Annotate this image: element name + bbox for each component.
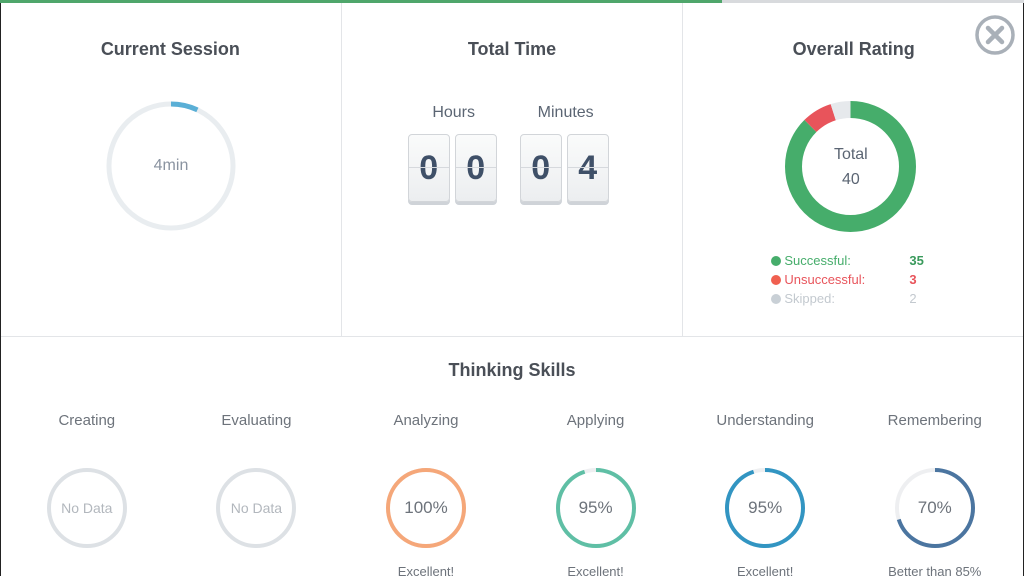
progress-fill (0, 0, 722, 3)
skill-name: Remembering (887, 412, 982, 429)
skill-name: Analyzing (393, 412, 459, 429)
rating-legend: Successful: 35 Unsuccessful: 3 Skipped: … (771, 251, 931, 308)
skill-value: 100% (404, 498, 448, 517)
skill-value: No Data (230, 500, 283, 516)
skill-value: 95% (748, 498, 783, 517)
hours-flip-counter: 0 0 (407, 134, 497, 202)
skill-value: 70% (917, 498, 952, 517)
successful-dot-icon (771, 255, 782, 266)
legend-row-skipped: Skipped: 2 (771, 289, 931, 308)
skill-value: 95% (578, 498, 613, 517)
donut-total-value: 40 (841, 170, 860, 188)
progress-strip (0, 0, 1024, 3)
skill-note: Excellent! (736, 564, 794, 576)
total-time-title: Total Time (467, 39, 557, 59)
skill-ring: 95% (724, 467, 806, 549)
legend-value-unsuccessful: 3 (909, 272, 917, 287)
skill-analyzing: Analyzing 100% Excellent! (341, 405, 511, 576)
skill-evaluating: Evaluating No Data (172, 405, 342, 576)
legend-label-skipped: Skipped: (784, 291, 835, 306)
skill-ring: No Data (215, 467, 297, 549)
session-duration: 4min (153, 157, 189, 174)
skill-name: Evaluating (221, 412, 292, 429)
skill-ring: No Data (46, 467, 128, 549)
skill-ring: 95% (555, 467, 637, 549)
session-ring: 4min (105, 100, 237, 232)
rating-donut-chart (785, 101, 917, 232)
legend-row-successful: Successful: 35 (771, 251, 931, 270)
hours-label: Hours (432, 104, 476, 121)
skill-note: Excellent! (567, 564, 624, 576)
skill-ring: 100% (385, 467, 467, 549)
thinking-skills-row: Creating No Data Evaluating No Data Anal… (0, 405, 1024, 576)
skill-name: Understanding (716, 412, 814, 429)
hours-digit-ones: 0 (454, 134, 497, 202)
legend-row-unsuccessful: Unsuccessful: 3 (771, 270, 931, 289)
current-session-title: Current Session (100, 39, 240, 59)
skill-note: Better than 85% (888, 564, 982, 576)
overall-rating-panel: Overall Rating Total 40 Successful: 35 U… (683, 3, 1024, 336)
current-session-panel: Current Session 4min (0, 3, 342, 336)
unsuccessful-dot-icon (771, 274, 782, 285)
skill-ring: 70% (894, 467, 976, 549)
total-time-panel: Total Time Hours Minutes 0 0 0 4 (342, 3, 684, 336)
donut-center: Total 40 (784, 100, 917, 233)
legend-value-successful: 35 (909, 253, 924, 268)
skill-applying: Applying 95% Excellent! (511, 405, 681, 576)
skill-note: Excellent! (397, 564, 455, 576)
minutes-flip-counter: 0 4 (519, 134, 609, 202)
skipped-dot-icon (771, 293, 782, 304)
session-ring-chart (106, 101, 236, 231)
skill-name: Creating (58, 412, 116, 429)
minutes-digit-ones: 4 (566, 134, 609, 202)
minutes-label: Minutes (537, 104, 594, 121)
legend-label-successful: Successful: (784, 253, 851, 268)
skill-understanding: Understanding 95% Excellent! (680, 405, 850, 576)
legend-label-unsuccessful: Unsuccessful: (784, 272, 866, 287)
overall-rating-title: Overall Rating (792, 39, 915, 59)
close-button[interactable] (974, 14, 1016, 56)
skill-value: No Data (61, 500, 113, 516)
close-circle-icon (975, 15, 1015, 55)
skill-name: Applying (566, 412, 625, 429)
skill-creating: Creating No Data (2, 405, 172, 576)
skill-remembering: Remembering 70% Better than 85% (850, 405, 1020, 576)
hours-digit-tens: 0 (407, 134, 450, 202)
rating-donut: Total 40 (784, 100, 917, 233)
donut-total-label: Total (833, 145, 868, 163)
thinking-skills-title: Thinking Skills (448, 360, 576, 380)
summary-row: Current Session 4min Total Time Hours Mi… (0, 3, 1024, 337)
legend-value-skipped: 2 (909, 291, 917, 306)
minutes-digit-tens: 0 (519, 134, 562, 202)
